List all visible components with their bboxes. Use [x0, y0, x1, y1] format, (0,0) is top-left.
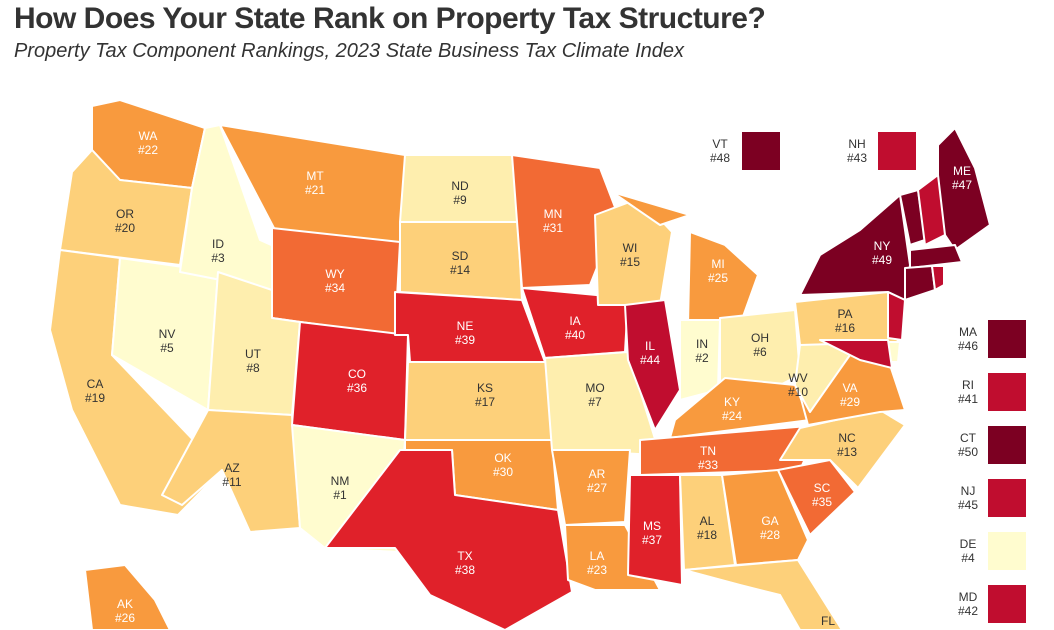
state-label-PA: PA #16 — [835, 307, 855, 335]
state-MD-shape — [819, 339, 893, 369]
state-label-KY: KY #24 — [722, 395, 742, 423]
state-label-UT: UT #8 — [245, 347, 262, 375]
state-label-GA: GA #28 — [760, 514, 780, 542]
state-label-OK: OK #30 — [493, 451, 513, 479]
inset-box-NH — [878, 132, 916, 170]
state-label-AL: AL #18 — [697, 514, 717, 542]
state-GA — [721, 469, 809, 566]
inset-box-MD — [988, 585, 1026, 623]
state-label-LA: LA #23 — [587, 549, 607, 577]
state-MS — [627, 474, 683, 586]
state-label-IN: IN #2 — [695, 337, 709, 365]
state-label-MN: MN #31 — [543, 207, 563, 235]
state-label-AK: AK #26 — [115, 597, 135, 625]
state-label-NV: NV #5 — [159, 327, 176, 355]
inset-label-CT: CT #50 — [958, 431, 978, 459]
state-labels: WA #22 OR #20 CA #19 NV #5 ID #3 MT #21 WY #34 UT #8 AZ #… — [85, 129, 972, 628]
state-FL — [683, 559, 843, 630]
state-AR — [551, 449, 631, 526]
state-SC — [777, 459, 856, 536]
inset-label-RI: RI #41 — [958, 378, 978, 406]
inset-box-DE — [988, 532, 1026, 570]
state-label-NE: NE #39 — [455, 319, 475, 347]
inset-label-DE: DE #4 — [960, 537, 977, 565]
inset-label-VT: VT #48 — [710, 137, 730, 165]
state-label-KS: KS #17 — [475, 381, 495, 409]
state-NY — [799, 194, 911, 301]
inset-legend: VT #48 NH #43 MA #46 RI #41 CT #50 NJ #45 DE #4 MD #42 — [710, 132, 1026, 623]
state-label-TN: TN #33 — [698, 444, 718, 472]
state-label-SC: SC #35 — [812, 481, 832, 509]
inset-box-RI — [988, 373, 1026, 411]
state-label-WA: WA #22 — [138, 129, 158, 157]
state-label-CA: CA #19 — [85, 377, 105, 405]
state-label-IL: IL #44 — [640, 339, 660, 367]
state-label-NC: NC #13 — [837, 431, 857, 459]
state-label-FL: FL — [821, 614, 835, 628]
state-label-VA: VA #29 — [840, 381, 860, 409]
inset-label-MD: MD #42 — [958, 590, 978, 618]
state-label-IA: IA #40 — [565, 314, 585, 342]
state-label-ME: ME #47 — [952, 164, 972, 192]
state-label-AZ: AZ #11 — [222, 461, 241, 489]
state-NH-shape — [917, 174, 946, 246]
state-label-NY: NY #49 — [872, 239, 892, 267]
state-IL — [624, 299, 681, 431]
state-MI — [611, 191, 759, 326]
state-label-OH: OH #6 — [751, 331, 769, 359]
state-label-OR: OR #20 — [115, 207, 135, 235]
state-label-MS: MS #37 — [642, 519, 662, 547]
map-title: How Does Your State Rank on Property Tax… — [14, 2, 766, 35]
inset-box-NJ — [988, 479, 1026, 517]
state-label-CO: CO #36 — [347, 367, 367, 395]
inset-label-NJ: NJ #45 — [958, 484, 978, 512]
inset-label-MA: MA #46 — [958, 325, 978, 353]
state-label-TX: TX #38 — [455, 549, 475, 577]
state-label-SD: SD #14 — [450, 249, 470, 277]
state-label-ND: ND #9 — [451, 179, 469, 207]
map-subtitle: Property Tax Component Rankings, 2023 St… — [14, 40, 684, 62]
state-MA-shape — [909, 244, 963, 269]
state-label-MT: MT #21 — [305, 169, 325, 197]
state-label-MI: MI #25 — [708, 257, 728, 285]
state-label-NM: NM #1 — [331, 474, 350, 502]
state-label-ID: ID #3 — [211, 237, 225, 265]
inset-box-VT — [742, 132, 780, 170]
state-label-MO: MO #7 — [585, 381, 604, 409]
state-TX — [324, 449, 573, 630]
state-label-AR: AR #27 — [587, 467, 607, 495]
state-NC — [779, 409, 906, 489]
state-label-WI: WI #15 — [620, 241, 640, 269]
inset-box-MA — [988, 320, 1026, 358]
inset-box-CT — [988, 426, 1026, 464]
state-NJ-shape — [887, 291, 906, 341]
state-CT-shape — [904, 265, 936, 301]
state-AK — [84, 564, 171, 630]
state-label-WY: WY #34 — [325, 267, 345, 295]
state-RI-shape — [931, 265, 945, 291]
inset-label-NH: NH #43 — [847, 137, 867, 165]
state-label-WV: WV #10 — [788, 371, 808, 399]
